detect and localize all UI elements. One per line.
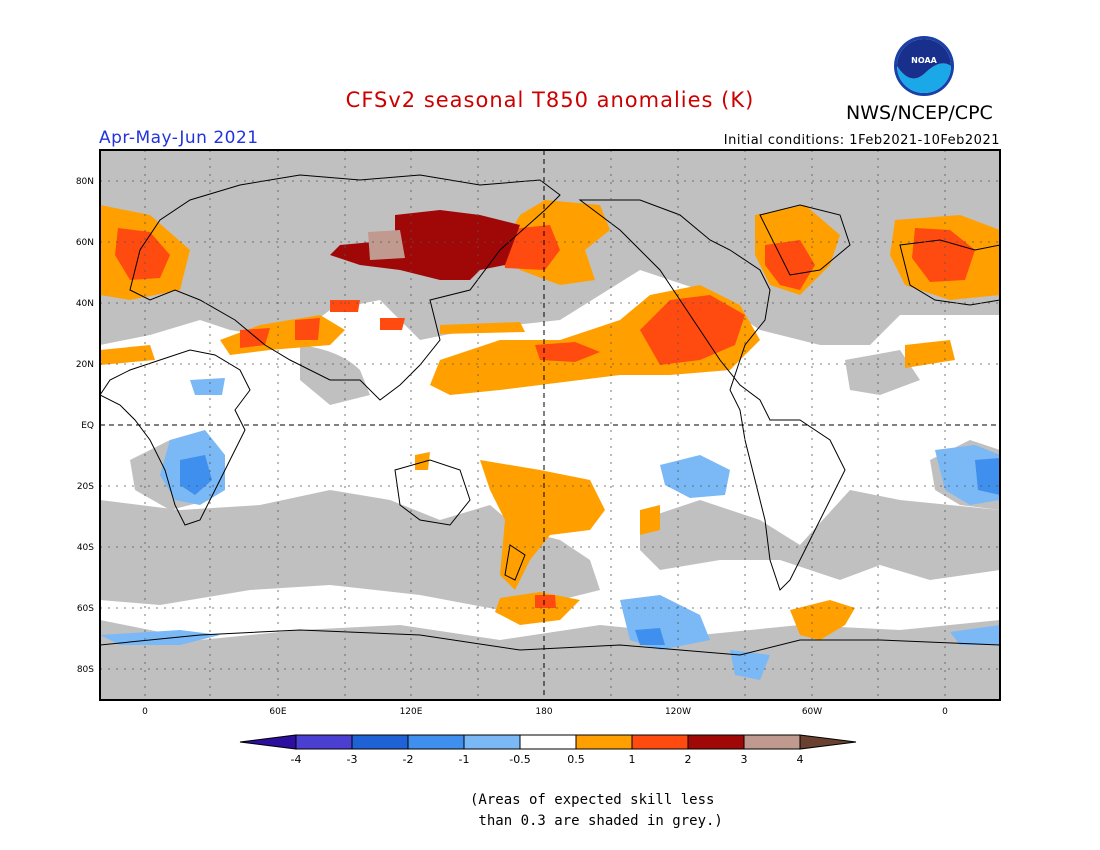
colorbar-swatch	[575, 734, 633, 750]
warm-anomaly-1-2	[115, 225, 975, 608]
lat-label: 80N	[76, 177, 94, 187]
colorbar-swatch	[295, 734, 353, 750]
noaa-logo: NOAA	[894, 36, 954, 96]
colorbar-tick-label: 0.5	[567, 753, 585, 766]
latitude-axis: 80N 60N 40N 20N EQ 20S 40S 60S 80S	[76, 177, 94, 675]
longitude-axis: 0 60E 120E 180 120W 60W 0	[142, 707, 948, 717]
lon-label: 0	[142, 707, 148, 717]
colorbar-swatch	[351, 734, 409, 750]
colorbar-tick-label: 2	[685, 753, 692, 766]
initial-conditions-label: Initial conditions: 1Feb2021-10Feb2021	[723, 133, 1000, 148]
colorbar-tick-label: -3	[347, 753, 358, 766]
colorbar-swatch	[743, 734, 801, 750]
colorbar-end-low	[239, 734, 297, 750]
lon-label: 0	[942, 707, 948, 717]
lon-label: 60E	[269, 707, 286, 717]
lon-label: 120W	[665, 707, 691, 717]
warm-anomaly-2-3	[330, 210, 520, 280]
colorbar-swatch	[631, 734, 689, 750]
colorbar-tick-label: -4	[291, 753, 302, 766]
warm-anomaly-3-4	[368, 230, 405, 260]
lat-label: 60S	[77, 604, 94, 614]
logo-text: NOAA	[911, 56, 937, 65]
map-title: CFSv2 seasonal T850 anomalies (K)	[345, 88, 755, 112]
lon-label: 120E	[400, 707, 423, 717]
lat-label: 60N	[76, 238, 94, 248]
agency-label: NWS/NCEP/CPC	[846, 102, 993, 124]
lat-label: 20S	[77, 482, 94, 492]
cool-anomaly-1-2	[180, 455, 1000, 645]
coastlines	[100, 174, 1000, 656]
colorbar-swatch	[463, 734, 521, 750]
lon-label: 60W	[802, 707, 822, 717]
lat-label: 80S	[77, 665, 94, 675]
colorbar-swatch	[687, 734, 745, 750]
colorbar-tick-label: -1	[459, 753, 470, 766]
colorbar-tick-label: -0.5	[509, 753, 530, 766]
map-frame	[99, 149, 1001, 701]
lon-label: 180	[535, 707, 552, 717]
colorbar-tick-label: 1	[629, 753, 636, 766]
colorbar-end-high	[799, 734, 857, 750]
season-label: Apr-May-Jun 2021	[99, 128, 259, 148]
anomaly-map	[100, 150, 1000, 700]
lat-label: 40N	[76, 299, 94, 309]
lat-label: 20N	[76, 360, 94, 370]
colorbar-swatch	[519, 734, 577, 750]
lat-label: 40S	[77, 543, 94, 553]
colorbar: -4 -3 -2 -1 -0.5 0.5 1 2 3 4	[239, 734, 857, 766]
graticule	[100, 150, 1000, 700]
colorbar-tick-label: -2	[403, 753, 414, 766]
colorbar-tick-label: 3	[741, 753, 748, 766]
lat-label: EQ	[81, 421, 94, 431]
skill-note: (Areas of expected skill less than 0.3 a…	[470, 792, 723, 829]
colorbar-tick-label: 4	[797, 753, 804, 766]
colorbar-swatch	[407, 734, 465, 750]
